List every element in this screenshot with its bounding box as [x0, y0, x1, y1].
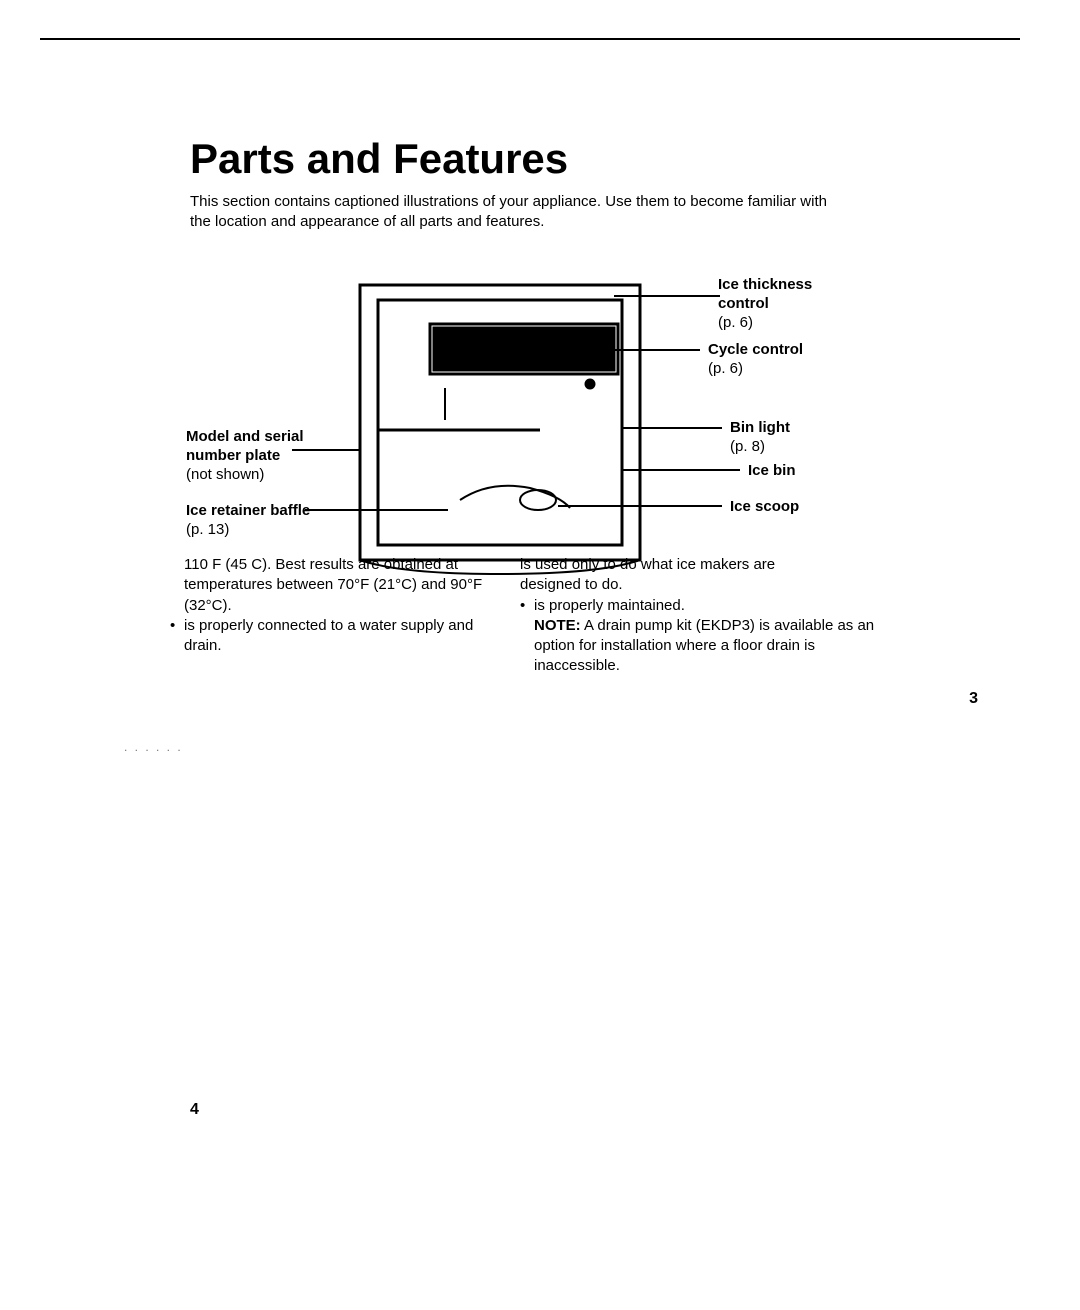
page-number-left: 4 — [190, 1101, 199, 1119]
fragment-text: temperatures between 70°F (21°C) and 90°… — [184, 575, 500, 616]
label-bin-light: Bin light (p. 8) — [730, 419, 790, 457]
bullet-item: • is properly connected to a water suppl… — [170, 616, 500, 657]
page-title: Parts and Features — [190, 135, 568, 183]
bullet-text: is properly connected to a water supply … — [184, 616, 500, 657]
label-page-ref: (p. 6) — [718, 314, 753, 331]
label-text: Cycle control — [708, 341, 803, 358]
label-text: Ice bin — [748, 462, 796, 479]
intro-paragraph: This section contains captioned illustra… — [190, 192, 830, 231]
bullet-text: is properly maintained. — [534, 596, 890, 616]
bullet-dot: • — [170, 616, 184, 657]
fragment-text: is used only to do what ice makers are — [520, 556, 775, 573]
label-cycle-control: Cycle control (p. 6) — [708, 341, 803, 379]
fragment-text: designed to do. — [520, 576, 623, 593]
label-text: Ice thickness — [718, 276, 812, 293]
page-number-right: 3 — [969, 690, 978, 708]
scan-artifact-marks: . . . . . . — [124, 740, 183, 754]
bullet-dot: • — [520, 596, 534, 616]
document-page: Parts and Features This section contains… — [0, 0, 1080, 1310]
right-text-column: is used only to do what ice makers are d… — [520, 555, 890, 677]
bullet-item: • is properly maintained. — [520, 596, 890, 616]
note-label: NOTE: — [534, 617, 581, 634]
left-text-column: 110 F (45 C). Best results are obtained … — [170, 555, 500, 656]
label-ice-retainer: Ice retainer baffle (p. 13) — [186, 502, 310, 540]
fragment-text: 110 F (45 C). Best results are obtained … — [184, 555, 500, 575]
note-block: NOTE: A drain pump kit (EKDP3) is availa… — [534, 616, 890, 677]
label-page-ref: (p. 13) — [186, 521, 229, 538]
label-note: (not shown) — [186, 466, 264, 483]
label-model-serial: Model and serial number plate (not shown… — [186, 428, 304, 484]
label-text: Ice scoop — [730, 498, 799, 515]
top-horizontal-rule — [40, 38, 1020, 40]
label-ice-bin: Ice bin — [748, 462, 796, 481]
label-text: control — [718, 295, 769, 312]
label-text: Model and serial — [186, 428, 304, 445]
label-text: number plate — [186, 447, 280, 464]
label-text: Ice retainer baffle — [186, 502, 310, 519]
label-ice-scoop: Ice scoop — [730, 498, 799, 517]
label-ice-thickness: Ice thickness control (p. 6) — [718, 276, 812, 332]
label-page-ref: (p. 8) — [730, 438, 765, 455]
note-text: A drain pump kit (EKDP3) is available as… — [534, 617, 874, 675]
label-page-ref: (p. 6) — [708, 360, 743, 377]
label-text: Bin light — [730, 419, 790, 436]
